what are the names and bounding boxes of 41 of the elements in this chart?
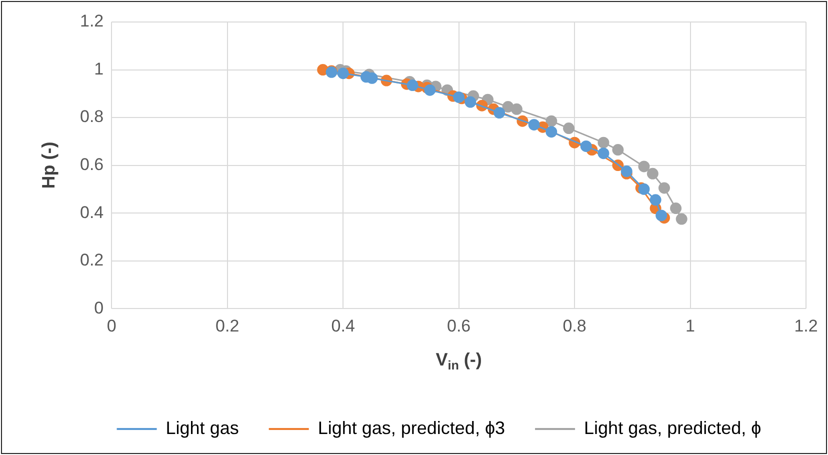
x-tick-label: 1: [686, 316, 696, 336]
y-tick-label: 0.6: [80, 154, 104, 174]
point: [546, 115, 558, 127]
x-tick-label: 0.8: [562, 316, 586, 336]
point: [646, 168, 658, 180]
legend-label: Light gas: [166, 418, 239, 438]
point: [424, 84, 436, 96]
point: [650, 194, 662, 206]
point: [670, 202, 682, 214]
point: [656, 210, 668, 222]
y-axis-title: Hp (-): [38, 142, 59, 189]
point: [580, 140, 592, 152]
x-tick-label: 0.4: [331, 316, 355, 336]
legend-label: Light gas, predicted, ϕ: [584, 418, 762, 438]
y-tick-label: 0: [94, 298, 104, 318]
y-tick-label: 0.4: [80, 202, 104, 222]
point: [676, 213, 688, 225]
point: [406, 80, 418, 92]
point: [638, 160, 650, 172]
y-tick-label: 0.8: [80, 107, 104, 126]
point: [612, 144, 624, 156]
y-tick-label: 1.2: [80, 12, 104, 31]
legend-label: Light gas, predicted, ϕ3: [318, 418, 506, 438]
point: [638, 183, 650, 195]
point: [598, 148, 610, 160]
point: [464, 96, 476, 108]
x-tick-label: 1.2: [794, 316, 818, 336]
x-tick-label: 0.2: [216, 316, 240, 336]
point: [337, 68, 349, 80]
x-tick-label: 0: [106, 316, 116, 336]
point: [494, 107, 506, 119]
point: [658, 182, 670, 194]
y-tick-label: 1: [94, 59, 104, 78]
point: [510, 103, 522, 115]
point: [453, 91, 465, 103]
x-tick-label: 0.6: [446, 316, 471, 336]
point: [528, 118, 540, 130]
point: [546, 126, 558, 138]
y-tick-label: 0.2: [80, 250, 104, 270]
point: [598, 136, 610, 148]
point: [563, 122, 575, 134]
